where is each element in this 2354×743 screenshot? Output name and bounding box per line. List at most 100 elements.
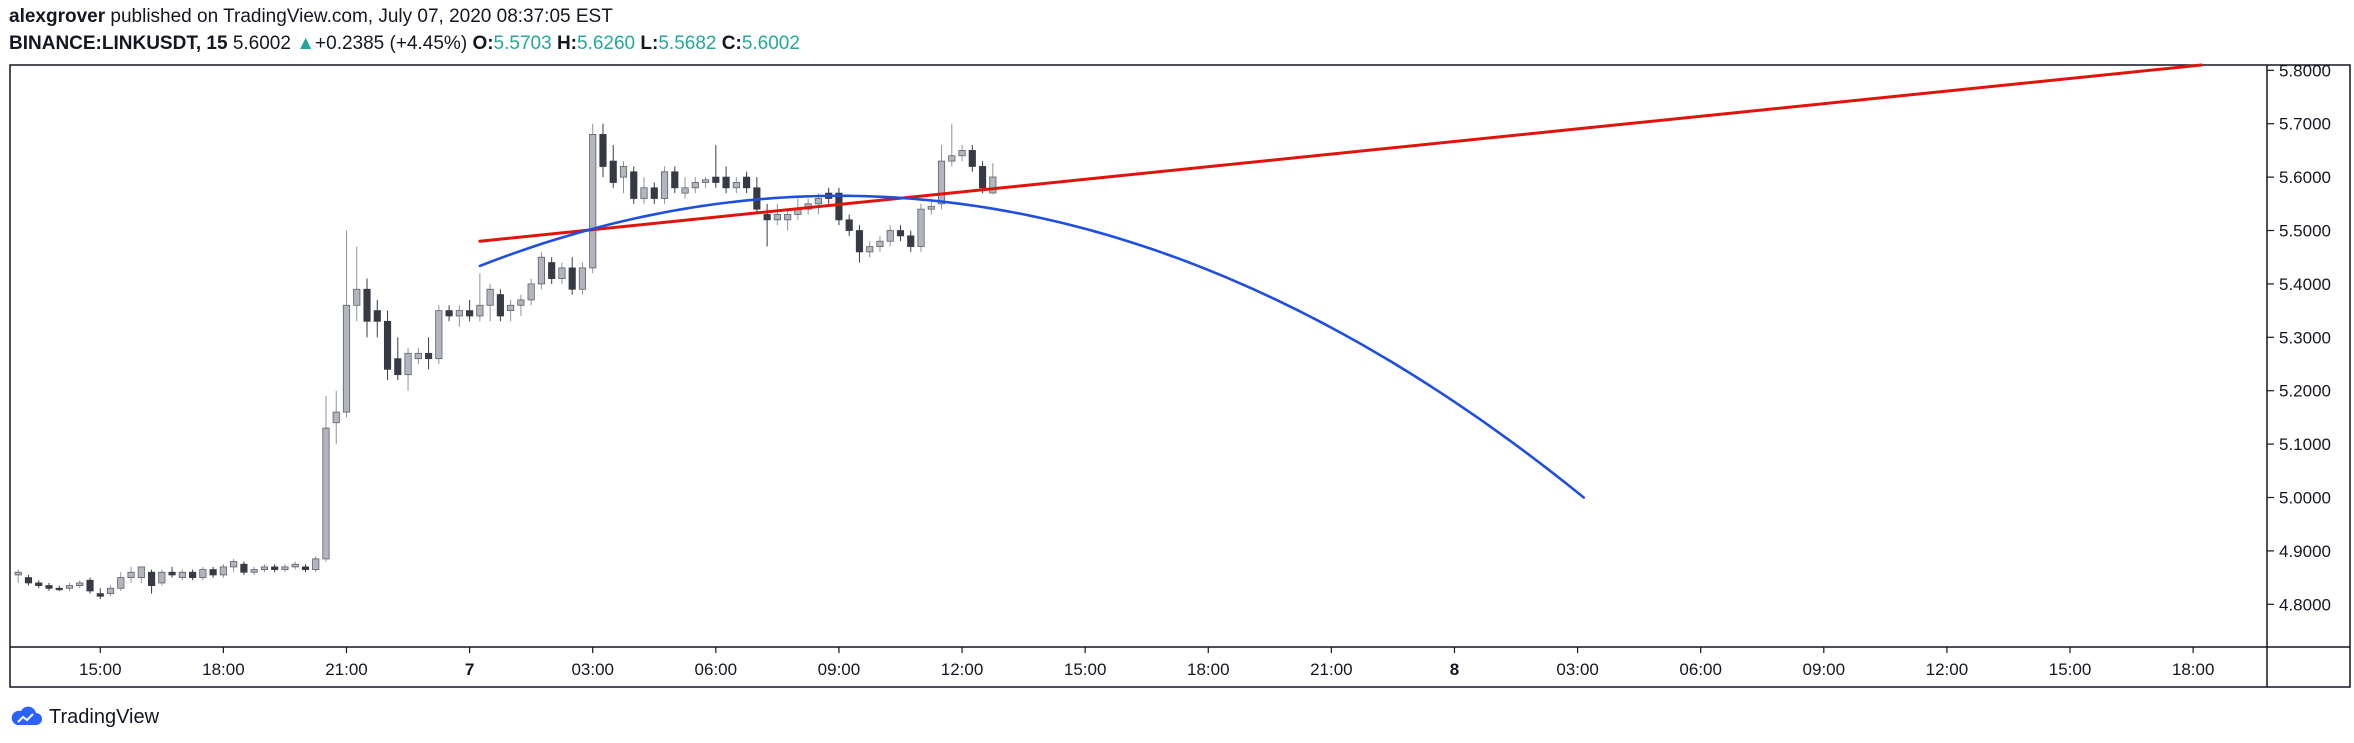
candle — [722, 166, 730, 194]
price-tick-label: 5.0000 — [2279, 488, 2331, 507]
candle-body — [578, 267, 587, 290]
time-tick-label: 06:00 — [1679, 660, 1722, 679]
blue-parabola[interactable] — [478, 194, 1586, 499]
candle — [76, 580, 84, 589]
up-arrow-icon: ▲ — [296, 33, 316, 54]
candle-body — [137, 566, 145, 578]
chart-frame — [9, 64, 2351, 688]
time-axis[interactable]: 15:00 18:00 21:00 7 03:00 06:00 09:00 12:00 15:0… — [79, 647, 2214, 679]
candle — [250, 566, 258, 575]
candle-body — [312, 558, 320, 570]
time-tick-label: 03:00 — [571, 660, 614, 679]
candle — [199, 566, 207, 581]
candle-body — [650, 187, 658, 199]
candle-body — [619, 166, 628, 178]
time-tick-label: 18:00 — [202, 660, 245, 679]
candle-body — [845, 219, 853, 231]
candle — [394, 337, 402, 381]
candle — [876, 235, 884, 252]
candle — [978, 161, 987, 194]
candle — [578, 262, 587, 295]
symbol-label[interactable]: BINANCE:LINKUSDT, 15 — [9, 33, 228, 54]
candle — [14, 569, 22, 583]
candle-body — [886, 230, 894, 242]
candle — [342, 230, 351, 418]
candle — [968, 145, 976, 172]
candle-body — [45, 585, 53, 589]
candle — [671, 166, 679, 194]
candle-body — [342, 304, 351, 413]
symbol-legend: BINANCE:LINKUSDT, 15 5.6002 ▲+0.2385 (+4… — [9, 30, 1209, 58]
candle-body — [86, 579, 94, 592]
candle — [35, 580, 43, 589]
candle — [660, 166, 669, 204]
candle — [291, 561, 299, 570]
candle-body — [383, 320, 392, 370]
candle — [650, 182, 658, 204]
candle — [517, 294, 525, 316]
candle-body — [855, 230, 864, 253]
candle — [137, 566, 145, 583]
price-tick-label: 5.8000 — [2279, 61, 2331, 80]
candle — [784, 209, 792, 231]
candle — [117, 572, 125, 591]
brand-name[interactable]: TradingView — [49, 705, 160, 728]
candle-body — [896, 230, 905, 237]
candle-body — [989, 176, 997, 194]
candle-body — [168, 571, 176, 576]
candle-body — [907, 235, 915, 247]
time-tick-label: 18:00 — [2172, 660, 2215, 679]
candle-body — [106, 587, 115, 595]
candle — [896, 225, 905, 242]
candle-body — [927, 206, 935, 210]
high-label: H: — [556, 33, 578, 54]
candle — [178, 569, 186, 581]
red-trendline[interactable] — [478, 63, 2203, 243]
candle-body — [404, 352, 412, 376]
candle-body — [35, 582, 43, 586]
candle — [383, 310, 392, 381]
candle — [568, 257, 576, 295]
candle — [45, 582, 53, 591]
candle-body — [640, 187, 648, 199]
candle — [743, 171, 751, 194]
candle — [753, 177, 761, 215]
candle-body — [866, 246, 874, 253]
candle — [158, 569, 166, 586]
candle — [260, 564, 269, 573]
candle-body — [537, 256, 546, 285]
candle-body — [117, 577, 125, 589]
candle — [937, 145, 946, 210]
candle-body — [599, 134, 607, 167]
candle — [466, 299, 474, 322]
candle — [537, 251, 546, 290]
candles-layer — [14, 123, 997, 599]
time-tick-label: 03:00 — [1556, 660, 1599, 679]
candle-body — [445, 310, 453, 317]
candle — [240, 561, 248, 575]
price-tick-label: 5.6000 — [2279, 168, 2331, 187]
candle — [599, 123, 607, 178]
candle — [301, 564, 310, 573]
candle — [168, 566, 176, 578]
candle — [527, 278, 535, 306]
candle — [363, 278, 371, 338]
candle-body — [394, 358, 402, 376]
candle — [712, 145, 720, 188]
candle-body — [589, 134, 597, 269]
candle — [640, 177, 648, 204]
candle — [209, 566, 217, 578]
tradingview-cloud-icon[interactable] — [9, 705, 43, 729]
candle — [230, 558, 238, 573]
author-name[interactable]: alexgrover — [9, 6, 106, 27]
candle — [691, 177, 699, 194]
price-change: +0.2385 (+4.45%) — [315, 33, 468, 54]
candle-body — [630, 171, 638, 199]
candle-body — [948, 155, 956, 162]
candle-body — [917, 208, 925, 247]
price-tick-label: 4.8000 — [2279, 595, 2331, 614]
price-axis[interactable]: 5.8000 5.7000 5.6000 5.5000 5.4000 5.3000 5.20… — [2267, 61, 2331, 614]
candle-body — [147, 571, 156, 586]
candle-body — [414, 352, 422, 360]
